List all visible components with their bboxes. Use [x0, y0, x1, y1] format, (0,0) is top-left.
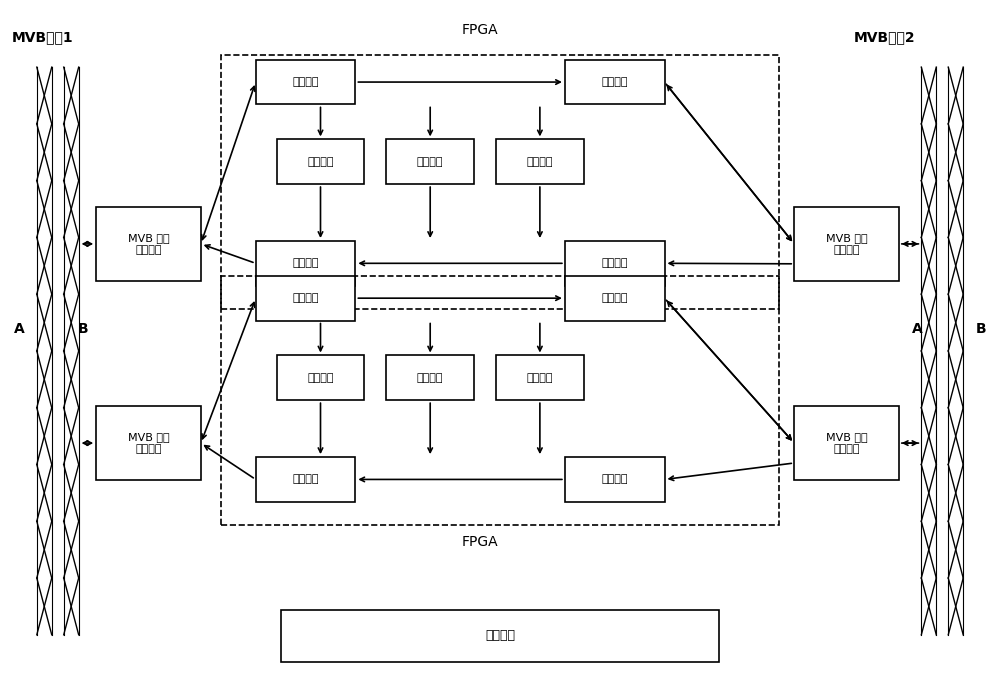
Bar — [277, 140, 364, 184]
Bar — [794, 406, 899, 480]
Text: MVB网的2: MVB网的2 — [854, 30, 916, 44]
Bar — [221, 276, 779, 525]
Bar — [565, 241, 665, 286]
Text: 编码模块: 编码模块 — [292, 258, 319, 268]
Text: 方向控制: 方向控制 — [307, 157, 334, 167]
Bar — [496, 355, 584, 400]
Bar — [256, 60, 355, 104]
Bar — [96, 206, 201, 281]
Text: MVB网的1: MVB网的1 — [11, 30, 73, 44]
Text: MVB 信号
物理接口: MVB 信号 物理接口 — [826, 432, 867, 454]
Text: 解码模块: 解码模块 — [292, 77, 319, 87]
Text: 时间控制: 时间控制 — [417, 373, 443, 383]
Bar — [277, 355, 364, 400]
Text: FPGA: FPGA — [462, 23, 498, 37]
Text: A: A — [14, 322, 25, 336]
Text: 系统电源: 系统电源 — [485, 629, 515, 642]
Bar — [386, 140, 474, 184]
Text: 时间控制: 时间控制 — [417, 157, 443, 167]
Text: 编码模块: 编码模块 — [601, 294, 628, 303]
Text: 数据转换: 数据转换 — [527, 157, 553, 167]
Text: FPGA: FPGA — [462, 535, 498, 549]
Text: 解码模块: 解码模块 — [292, 294, 319, 303]
Text: MVB 信号
物理接口: MVB 信号 物理接口 — [128, 233, 169, 255]
Bar — [256, 276, 355, 321]
Text: 方向控制: 方向控制 — [307, 373, 334, 383]
Text: 解码模块: 解码模块 — [601, 475, 628, 484]
Text: B: B — [78, 322, 88, 336]
Text: B: B — [975, 322, 986, 336]
Text: MVB 信号
物理接口: MVB 信号 物理接口 — [128, 432, 169, 454]
Bar — [794, 206, 899, 281]
Bar — [496, 140, 584, 184]
Bar — [281, 610, 719, 662]
Text: MVB 信号
物理接口: MVB 信号 物理接口 — [826, 233, 867, 255]
Text: A: A — [911, 322, 922, 336]
Bar — [221, 55, 779, 309]
Text: 数据转换: 数据转换 — [527, 373, 553, 383]
Bar — [96, 406, 201, 480]
Text: 解码模块: 解码模块 — [601, 258, 628, 268]
Bar — [565, 60, 665, 104]
Text: 编码模块: 编码模块 — [601, 77, 628, 87]
Text: 编码模块: 编码模块 — [292, 475, 319, 484]
Bar — [386, 355, 474, 400]
Bar — [565, 276, 665, 321]
Bar — [256, 457, 355, 502]
Bar — [256, 241, 355, 286]
Bar — [565, 457, 665, 502]
